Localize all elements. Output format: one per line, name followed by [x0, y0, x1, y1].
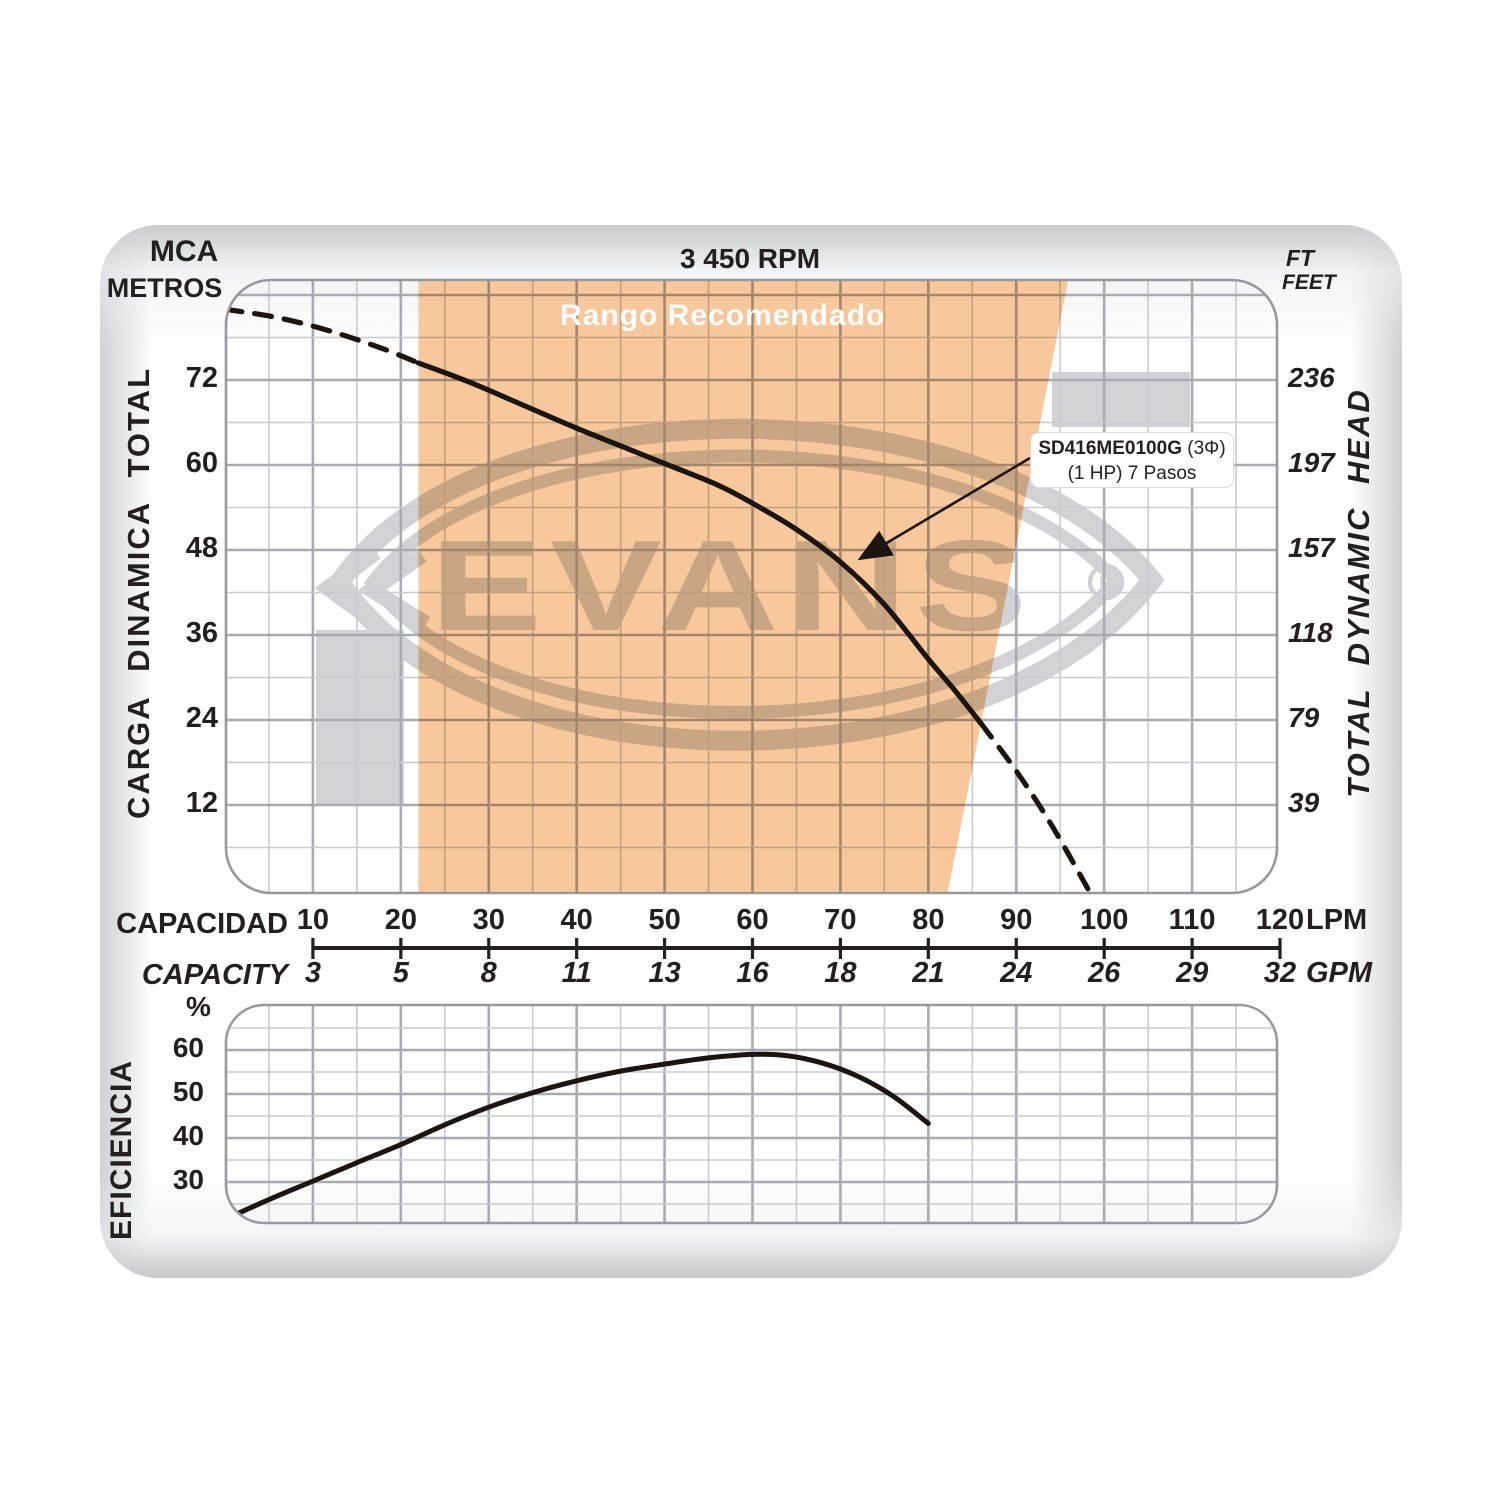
pump-model-code: SD416ME0100G	[1038, 438, 1182, 459]
efficiency-tick-30: 30	[172, 1164, 204, 1195]
capacity-tick-gpm-21: 21	[912, 957, 945, 989]
efficiency-chart-frame	[224, 1003, 1279, 1225]
capacity-tick-lpm-100: 100	[1079, 904, 1129, 936]
right-axis-title: TOTAL DYNAMIC HEAD	[1341, 388, 1376, 798]
head-tick-m-60: 60	[185, 447, 218, 479]
capacity-tick-gpm-11: 11	[561, 957, 592, 989]
right-unit-feet: FEET	[1282, 271, 1336, 294]
head-tick-ft-197: 197	[1288, 447, 1335, 478]
head-tick-m-12: 12	[185, 787, 218, 819]
callout-arrow	[857, 456, 1031, 561]
recommended-range-band	[418, 280, 1069, 893]
capacity-tick-gpm-18: 18	[824, 957, 857, 989]
capacity-tick-lpm-110: 110	[1168, 904, 1216, 936]
head-tick-ft-157: 157	[1288, 532, 1335, 563]
head-tick-ft-118: 118	[1288, 617, 1333, 648]
registered-mark: R	[1099, 574, 1113, 595]
left-unit-metros: METROS	[106, 273, 223, 303]
capacity-tick-gpm-24: 24	[1000, 957, 1033, 989]
efficiency-tick-60: 60	[172, 1032, 204, 1063]
main-chart-frame	[224, 278, 1279, 895]
efficiency-tick-40: 40	[172, 1120, 204, 1151]
pump-phase: (3Φ)	[1187, 438, 1226, 459]
head-extrapolated-high-flow	[978, 720, 1094, 893]
capacity-tick-gpm-5: 5	[392, 957, 409, 989]
head-extrapolated-low-flow	[226, 306, 422, 366]
capacity-tick-lpm-40: 40	[560, 904, 593, 936]
recommended-range-label: Rango Recomendado	[560, 299, 886, 332]
pump-model-callout: SD416ME0100G (3Φ) (1 HP) 7 Pasos	[1030, 432, 1234, 488]
efficiency-grid	[226, 1005, 1277, 1223]
x-axis-unit-gpm: GPM	[1306, 957, 1373, 989]
efficiency-percent-sign: %	[186, 991, 211, 1022]
head-tick-m-48: 48	[185, 532, 218, 564]
capacity-tick-lpm-90: 90	[1000, 904, 1033, 936]
head-operating	[415, 360, 984, 727]
main-chart-area: EVANSR	[226, 280, 1277, 893]
capacity-tick-lpm-30: 30	[472, 904, 505, 936]
capacity-tick-lpm-20: 20	[384, 904, 417, 936]
capacity-axis	[311, 938, 1282, 959]
efficiency	[226, 1051, 931, 1222]
x-axis-unit-lpm: LPM	[1306, 904, 1368, 936]
capacity-tick-gpm-13: 13	[648, 957, 681, 989]
head-tick-m-24: 24	[185, 702, 218, 734]
head-tick-ft-39: 39	[1288, 787, 1320, 818]
capacity-tick-gpm-3: 3	[304, 957, 321, 989]
capacity-tick-gpm-26: 26	[1088, 957, 1121, 989]
efficiency-tick-50: 50	[172, 1076, 204, 1107]
x-axis-label-capacity: CAPACITY	[141, 959, 288, 991]
capacity-tick-lpm-70: 70	[824, 904, 857, 936]
chart-title-rpm: 3 450 RPM	[679, 243, 821, 274]
head-tick-ft-236: 236	[1288, 362, 1335, 393]
efficiency-chart-area	[226, 1005, 1277, 1223]
head-tick-ft-79: 79	[1288, 702, 1320, 733]
pump-hp-stages: (1 HP) 7 Pasos	[1067, 463, 1197, 484]
capacity-tick-lpm-120: 120	[1255, 904, 1305, 936]
capacity-tick-lpm-60: 60	[736, 904, 769, 936]
capacity-tick-lpm-10: 10	[296, 904, 330, 936]
capacity-tick-gpm-29: 29	[1175, 957, 1209, 989]
left-unit-mca: MCA	[149, 235, 219, 268]
head-tick-m-72: 72	[185, 362, 218, 394]
capacity-tick-lpm-80: 80	[912, 904, 945, 936]
capacity-tick-lpm-50: 50	[648, 904, 681, 936]
capacity-tick-gpm-8: 8	[480, 957, 497, 989]
capacity-tick-gpm-32: 32	[1263, 957, 1297, 989]
right-unit-ft: FT	[1286, 245, 1315, 271]
head-tick-m-36: 36	[185, 617, 218, 649]
x-axis-label-capacidad: CAPACIDAD	[116, 908, 288, 940]
capacity-tick-gpm-16: 16	[736, 957, 769, 989]
